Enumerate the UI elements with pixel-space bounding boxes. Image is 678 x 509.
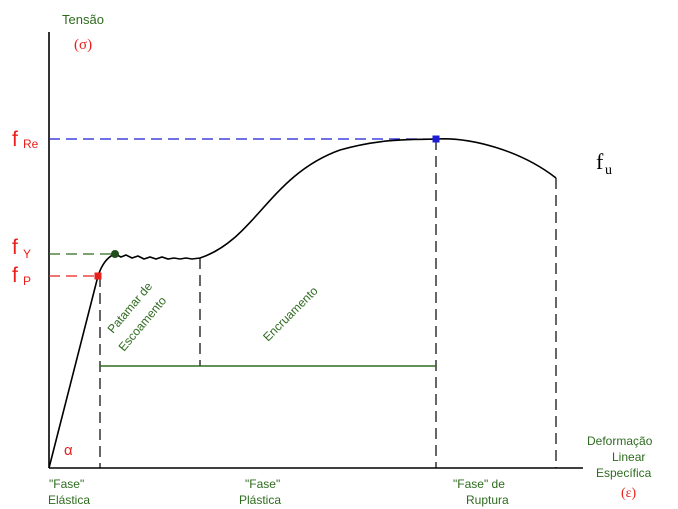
f-y-label: f Y bbox=[12, 236, 31, 261]
phase-elastica-line1: "Fase" bbox=[49, 477, 84, 491]
x-axis-label-line3: Específica bbox=[596, 466, 652, 480]
f-y-sub: Y bbox=[23, 247, 31, 261]
f-p-base: f bbox=[12, 264, 18, 287]
f-y-base: f bbox=[12, 236, 18, 259]
phase-ruptura-line1: "Fase" de bbox=[453, 477, 505, 491]
f-re-label: f Re bbox=[12, 128, 39, 151]
f-u-base: f bbox=[596, 149, 604, 174]
y-axis-symbol: (σ) bbox=[74, 37, 92, 53]
encruamento-label: Encruamento bbox=[260, 284, 321, 345]
yield-point bbox=[111, 250, 119, 258]
f-re-base: f bbox=[12, 128, 18, 151]
f-p-sub: P bbox=[23, 274, 31, 288]
phase-elastica-line2: Elástica bbox=[48, 493, 90, 507]
x-axis-symbol: (ε) bbox=[621, 486, 637, 501]
f-re-sub: Re bbox=[23, 137, 39, 151]
y-axis-label: Tensão bbox=[62, 12, 104, 27]
x-axis-label-line1: Deformação bbox=[587, 434, 653, 448]
alpha-symbol: α bbox=[64, 442, 73, 459]
ultimate-stress-point bbox=[432, 135, 440, 143]
f-u-label: f u bbox=[596, 149, 612, 178]
phase-plastica-line1: "Fase" bbox=[245, 477, 280, 491]
proportional-limit-point bbox=[94, 272, 102, 280]
f-p-label: f P bbox=[12, 264, 31, 288]
f-u-sub: u bbox=[605, 163, 612, 178]
x-axis-label-line2: Linear bbox=[612, 450, 645, 464]
phase-plastica-line2: Plástica bbox=[239, 493, 281, 507]
phase-ruptura-line2: Ruptura bbox=[466, 493, 509, 507]
